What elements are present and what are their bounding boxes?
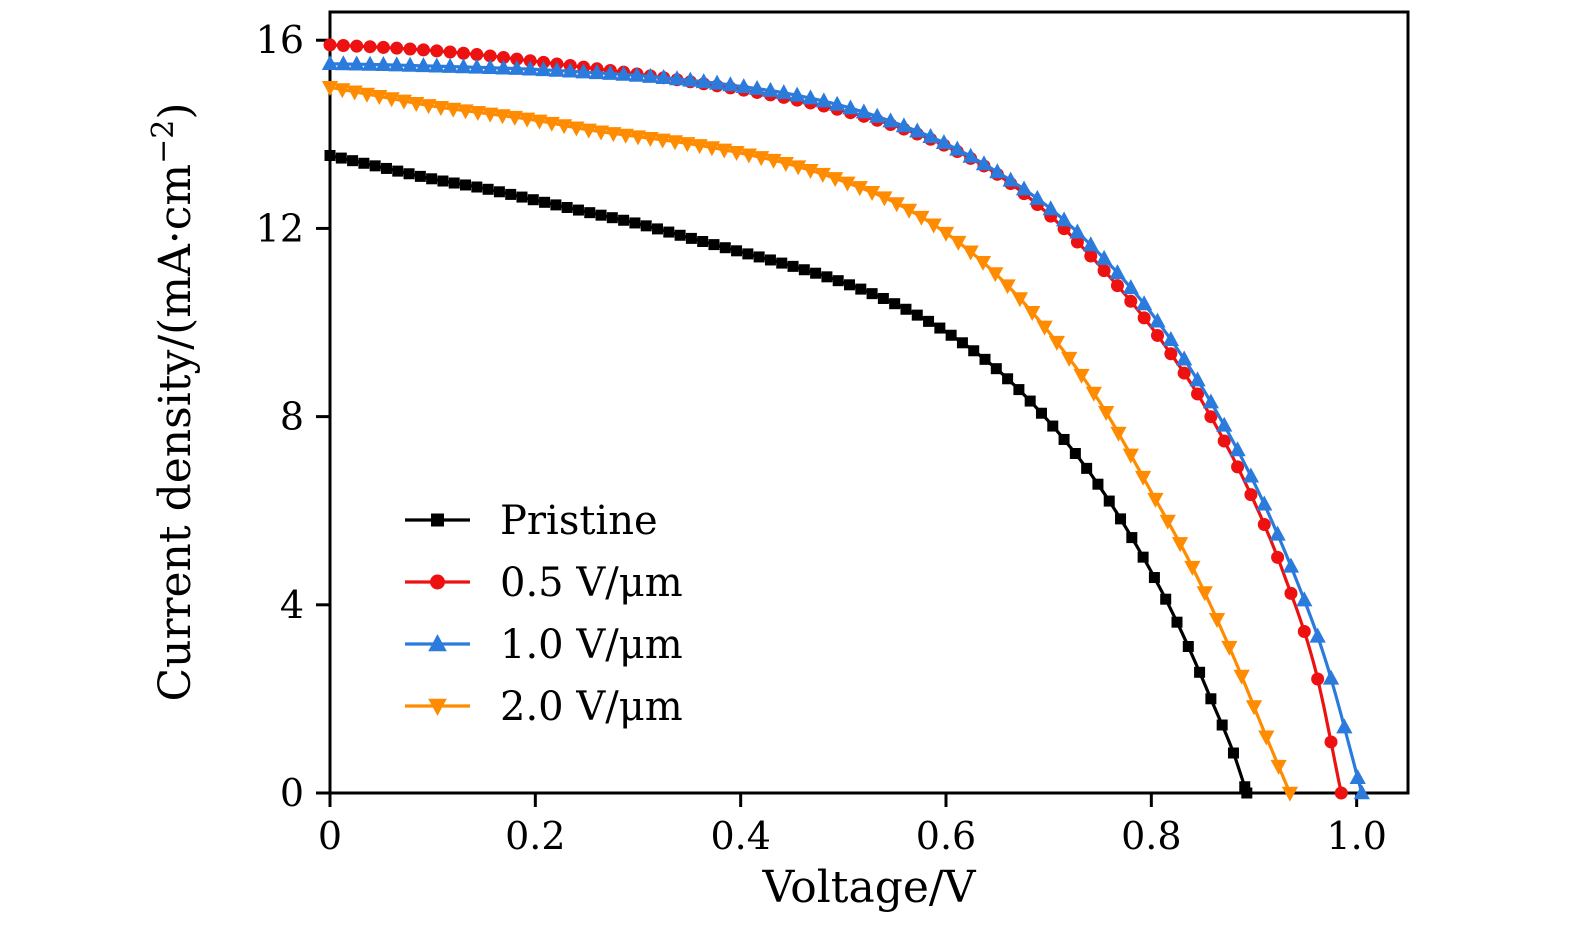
y-tick-label: 0	[280, 771, 304, 815]
x-tick-label: 0.2	[505, 814, 565, 858]
series-pristine	[324, 149, 1253, 799]
x-tick-label: 0.6	[916, 814, 976, 858]
legend-item: 1.0 V/μm	[405, 622, 683, 668]
legend-label: 0.5 V/μm	[500, 560, 683, 606]
series-0-5-v-m	[323, 38, 1348, 800]
x-tick-label: 0.8	[1121, 814, 1181, 858]
legend-item: 2.0 V/μm	[405, 684, 683, 730]
x-axis-label: Voltage/V	[761, 862, 976, 913]
legend-label: Pristine	[500, 498, 658, 544]
x-tick-label: 1.0	[1326, 814, 1386, 858]
x-axis-ticks: 0 0.2 0.4 0.6 0.8 1.0	[318, 793, 1387, 858]
y-axis-label-close: )	[150, 102, 201, 119]
legend: Pristine 0.5 V/μm 1.0 V/μm 2.0 V/μm	[405, 498, 683, 730]
plot-frame	[328, 10, 1410, 795]
legend-label: 2.0 V/μm	[500, 684, 683, 730]
legend-item: Pristine	[405, 498, 658, 544]
series-2-0-v-m	[321, 80, 1299, 802]
y-tick-label: 8	[280, 395, 304, 439]
y-tick-label: 4	[280, 583, 304, 627]
y-axis-label-superscript: −2	[146, 120, 181, 164]
y-tick-label: 12	[256, 206, 304, 250]
y-axis-label: Current density/(mA·cm−2)	[146, 102, 201, 701]
x-tick-label: 0.4	[710, 814, 770, 858]
y-axis-ticks: 0 4 8 12 16	[256, 18, 330, 815]
x-tick-label: 0	[318, 814, 342, 858]
series-1-0-v-m	[321, 55, 1370, 800]
plot-area: 0 0.2 0.4 0.6 0.8 1.0 0 4 8 12 16 Pristine 0.5 V/μm 1…	[256, 10, 1410, 858]
legend-item: 0.5 V/μm	[405, 560, 683, 606]
y-tick-label: 16	[256, 18, 304, 62]
y-axis-label-main: Current density/(mA·cm	[150, 164, 201, 702]
legend-label: 1.0 V/μm	[500, 622, 683, 668]
